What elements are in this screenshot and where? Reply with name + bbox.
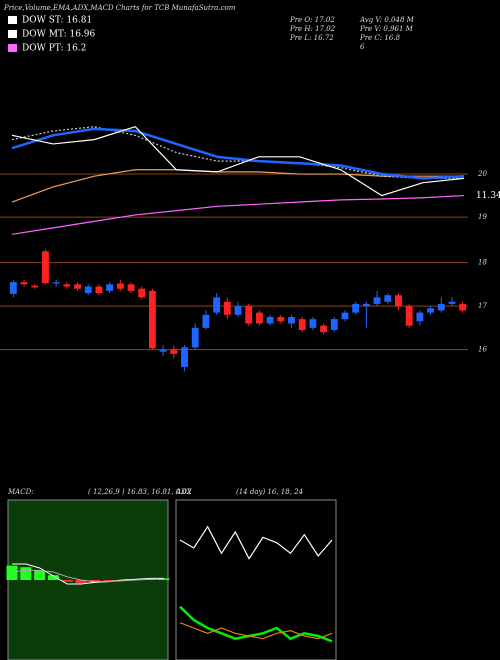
- candle-body: [181, 347, 188, 367]
- candle-body: [223, 301, 231, 315]
- legend-swatch: [8, 44, 17, 52]
- candle-body: [31, 285, 39, 288]
- candle-body: [170, 349, 178, 354]
- candle-body: [448, 301, 456, 304]
- candle-body: [159, 349, 167, 352]
- panel-title: MACD:: [7, 488, 34, 496]
- info-text: Pre L: 16.72: [289, 34, 334, 42]
- y-tick-label: 19: [478, 213, 487, 221]
- info-text: Pre H: 17.02: [289, 25, 336, 33]
- histogram-bar: [61, 580, 73, 582]
- candle-body: [9, 282, 17, 294]
- info-text: Avg V: 0.048 M: [359, 16, 415, 24]
- candle-body: [20, 282, 28, 285]
- legend-swatch: [8, 30, 17, 38]
- line-series: [12, 563, 164, 585]
- panel-subtitle: ( 12,26,9 ) 16.83, 16.81, 0.02: [88, 488, 192, 496]
- candle-body: [277, 316, 285, 322]
- y-tick-label: 16: [478, 346, 487, 354]
- candle-body: [266, 316, 274, 324]
- candle-body: [320, 325, 328, 333]
- candle-body: [309, 319, 317, 328]
- legend-label: DOW ST: 16.81: [22, 16, 92, 26]
- candle-body: [84, 286, 92, 294]
- y-tick-label: 18: [478, 259, 487, 267]
- line-series: [179, 525, 333, 560]
- info-text: 6: [360, 43, 365, 51]
- candle-body: [42, 251, 49, 284]
- candle-body: [127, 284, 135, 291]
- candle-body: [116, 283, 124, 289]
- candle-body: [405, 306, 413, 326]
- line-series: [11, 569, 164, 583]
- histogram-bar: [6, 565, 18, 580]
- candle-body: [245, 306, 253, 324]
- candle-body: [255, 312, 263, 324]
- candle-body: [416, 312, 424, 322]
- line-series: [11, 126, 464, 179]
- histogram-bar: [75, 580, 87, 584]
- candle-body: [437, 303, 445, 311]
- line-series: [179, 622, 333, 640]
- candle-body: [373, 297, 381, 304]
- candle-body: [63, 284, 71, 287]
- histogram-bar: [34, 570, 46, 580]
- legend-swatch: [8, 16, 17, 24]
- candle-body: [298, 319, 306, 330]
- candle-body: [234, 306, 242, 315]
- candle-body: [106, 284, 114, 291]
- candle-body: [362, 303, 370, 307]
- candle-body: [459, 303, 467, 311]
- candle-body: [352, 303, 360, 313]
- candle-body: [191, 327, 199, 348]
- histogram-bar: [47, 575, 59, 580]
- page-title: Price,Volume,EMA,ADX,MACD Charts for TCB…: [3, 4, 236, 12]
- candle-body: [95, 286, 103, 294]
- candle-body: [330, 319, 338, 330]
- candle-body: [202, 314, 210, 328]
- info-text: Pre V: 0.961 M: [359, 25, 414, 33]
- y-tick-label: 20: [477, 170, 487, 178]
- panel-subtitle: (14 day) 16, 18, 24: [236, 488, 303, 496]
- histogram-bar: [20, 567, 32, 580]
- candle-body: [213, 297, 221, 313]
- info-text: Pre C: 16.8: [359, 34, 400, 42]
- legend-label: DOW PT: 16.2: [22, 44, 86, 54]
- line-series: [11, 127, 465, 180]
- candle-body: [395, 295, 402, 307]
- y-tick-label: 17: [478, 302, 487, 310]
- line-series: [179, 605, 333, 643]
- line-series: [11, 194, 465, 235]
- candle-body: [427, 308, 434, 313]
- candle-body: [384, 295, 392, 302]
- histogram-bar: [103, 580, 115, 582]
- line-series: [11, 126, 465, 197]
- candle-body: [52, 282, 60, 284]
- candle-body: [148, 290, 156, 349]
- candle-body: [74, 284, 81, 289]
- legend-label: DOW MT: 16.96: [22, 30, 96, 40]
- candle-body: [341, 312, 349, 320]
- panel-title: ADX: [175, 488, 193, 496]
- candle-body: [288, 316, 295, 324]
- annotation: 11.34: [476, 191, 500, 201]
- info-text: Pre O: 17.02: [289, 16, 335, 24]
- candle-body: [138, 288, 146, 298]
